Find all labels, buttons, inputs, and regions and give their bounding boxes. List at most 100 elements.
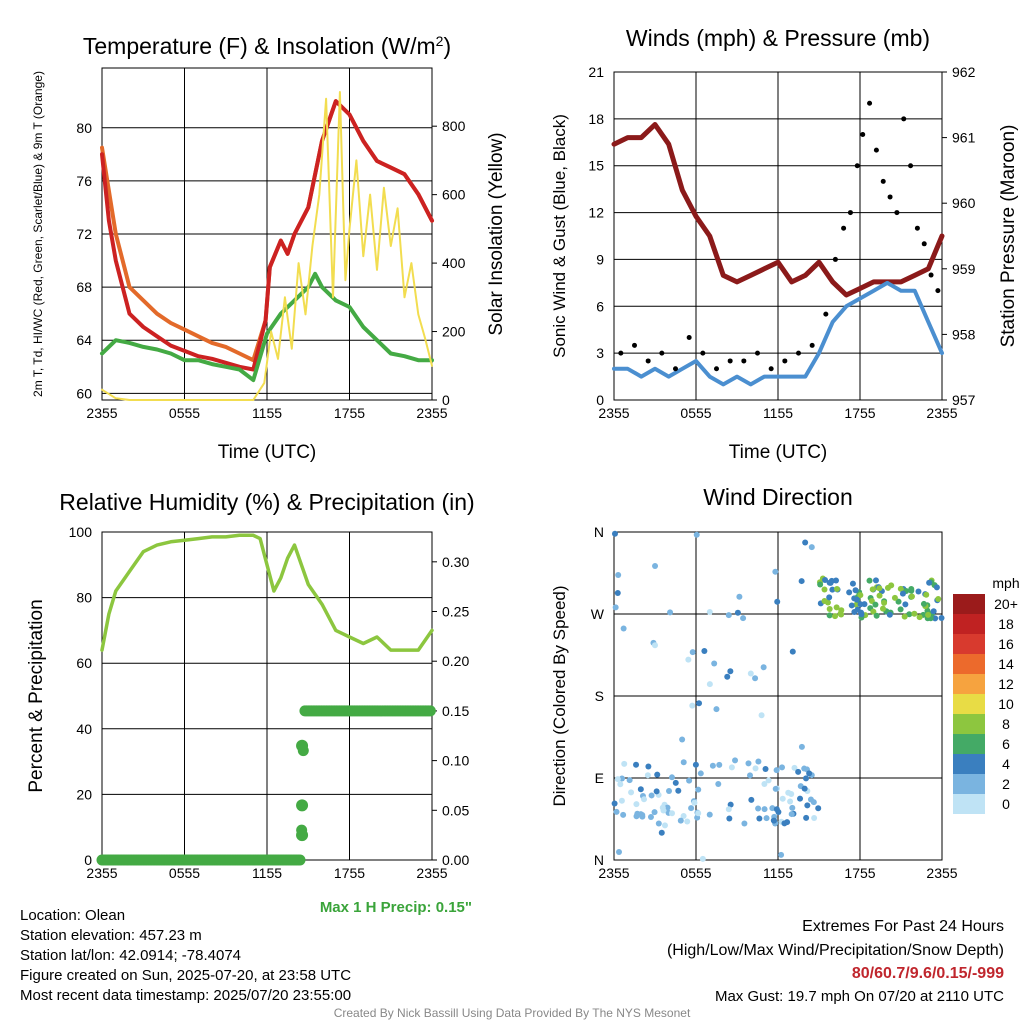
recent-data-text: Most recent data timestamp: 2025/07/20 2…: [20, 987, 352, 1004]
dir-point: [906, 611, 913, 618]
dir-point: [880, 605, 887, 612]
wind-ytick-label: 6: [596, 298, 604, 314]
dir-point: [886, 611, 893, 618]
dir-point: [829, 586, 836, 593]
wind-gust-point: [894, 210, 900, 216]
dir-point: [668, 774, 675, 781]
dir-point: [763, 815, 770, 822]
credit-text: Created By Nick Bassill Using Data Provi…: [333, 1006, 691, 1020]
precip-point: [424, 705, 436, 717]
wind-gust-point: [841, 225, 847, 231]
dir-point: [644, 772, 651, 779]
dir-title: Wind Direction: [703, 484, 853, 510]
rh-y2tick-label: 0.05: [442, 802, 469, 818]
dir-point: [660, 807, 667, 814]
wind-gust-point: [686, 335, 692, 341]
dir-xtick-label: 1155: [763, 865, 793, 881]
temp-y2tick-label: 600: [442, 187, 466, 203]
dir-point: [881, 599, 888, 606]
rh-ytick-label: 0: [84, 852, 92, 868]
max-precip-label: Max 1 H Precip: 0.15": [320, 899, 472, 916]
dir-point: [797, 795, 804, 802]
wind-xlabel: Time (UTC): [729, 442, 828, 463]
legend-label: 4: [1002, 756, 1010, 772]
dir-point: [637, 786, 644, 793]
legend-swatch: [953, 654, 985, 674]
dir-point: [821, 586, 828, 593]
wind-ytick-label: 15: [588, 158, 604, 174]
legend-label: 14: [998, 656, 1014, 672]
rh-y2tick-label: 0.15: [442, 703, 469, 719]
wind-y2tick-label: 961: [952, 130, 976, 146]
dir-ylabel-left: Direction (Colored By Speed): [550, 585, 569, 806]
dir-point: [716, 761, 723, 768]
dir-point: [920, 600, 927, 607]
dir-point: [817, 581, 824, 588]
temp-ylabel-right: Solar Insolation (Yellow): [486, 132, 507, 335]
dir-point: [614, 776, 621, 783]
wind-title: Winds (mph) & Pressure (mb): [626, 25, 930, 51]
legend-label: 0: [1002, 796, 1010, 812]
dir-point: [666, 788, 673, 795]
legend-label: 16: [998, 636, 1014, 652]
dir-point: [822, 577, 829, 584]
dir-point: [774, 598, 781, 605]
precip-point: [296, 829, 309, 842]
rh-xtick-label: 1755: [334, 865, 365, 881]
dir-point: [680, 759, 687, 766]
dir-point: [932, 615, 939, 622]
dir-point: [633, 761, 640, 768]
dir-point: [857, 592, 864, 599]
wind-gust-point: [659, 350, 665, 356]
dir-point: [788, 811, 795, 818]
dir-point: [755, 758, 762, 765]
extremes-values: 80/60.7/9.6/0.15/-999: [851, 965, 1004, 982]
dir-point: [651, 642, 658, 649]
rh-ytick-label: 40: [76, 721, 92, 737]
dir-point: [727, 801, 734, 808]
dir-point: [612, 604, 619, 611]
temp-ylabel-left: 2m T, Td, HI/WC (Red, Green, Scarlet/Blu…: [31, 71, 45, 397]
dir-point: [872, 577, 879, 584]
dir-point: [672, 779, 679, 786]
temp-xtick-label: 2355: [416, 405, 447, 421]
rh-y2tick-label: 0.25: [442, 604, 469, 620]
dir-point: [806, 770, 813, 777]
dir-point: [833, 585, 840, 592]
dir-point: [689, 649, 696, 656]
dir-point: [653, 788, 660, 795]
dir-point: [804, 802, 811, 809]
wind-gust-point: [854, 163, 860, 169]
legend-swatch: [953, 594, 985, 614]
temp-xtick-label: 2355: [86, 405, 117, 421]
legend-swatch: [953, 774, 985, 794]
dir-point: [667, 609, 674, 616]
dir-ytick-label: N: [594, 852, 604, 868]
dir-ytick-label: E: [595, 770, 604, 786]
dir-point: [711, 660, 718, 667]
dir-point: [695, 786, 702, 793]
wind-gust-point: [823, 311, 829, 317]
legend-label: 2: [1002, 776, 1010, 792]
dir-point: [778, 851, 785, 858]
dir-point: [873, 612, 880, 619]
wind-gust-point: [700, 350, 706, 356]
dir-point: [727, 668, 734, 675]
dir-point: [684, 818, 691, 825]
wind-gust-point: [645, 358, 651, 364]
dir-point: [696, 700, 703, 707]
wind-gust-point: [768, 366, 774, 372]
dir-point: [803, 775, 810, 782]
wind-y2tick-label: 962: [952, 64, 976, 80]
dir-point: [675, 787, 682, 794]
temp-y2tick-label: 800: [442, 118, 466, 134]
rh-ytick-label: 60: [76, 655, 92, 671]
extremes-title: Extremes For Past 24 Hours: [802, 918, 1004, 935]
legend-swatch: [953, 794, 985, 814]
dir-point: [628, 789, 635, 796]
wind-gust-point: [673, 366, 678, 372]
dir-point: [888, 582, 895, 589]
dir-ytick-label: W: [591, 606, 605, 622]
dir-point: [685, 656, 692, 663]
dir-point: [802, 539, 809, 546]
